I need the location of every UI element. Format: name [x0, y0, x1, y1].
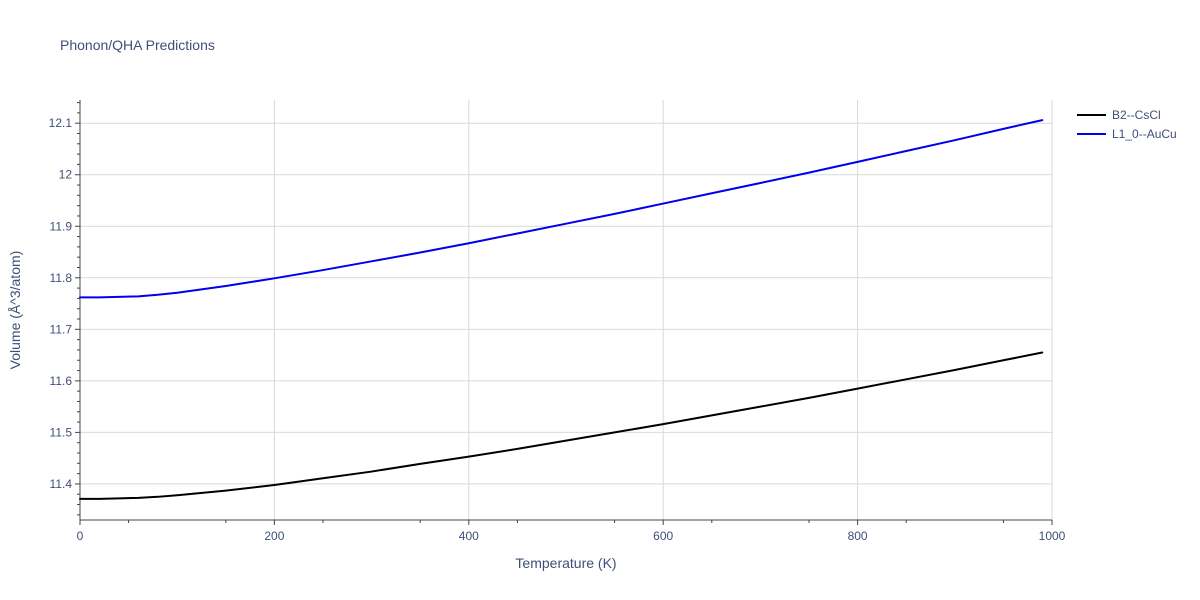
legend-item-b2-cscl[interactable]: B2--CsCl	[1077, 108, 1161, 122]
series-line-l1-0-aucu[interactable]	[79, 119, 1044, 299]
x-tick-label: 200	[264, 529, 284, 543]
y-tick-label: 11.5	[50, 425, 73, 439]
y-tick-label: 11.6	[50, 374, 73, 388]
tick-labels: 0 200 400 600 800 1000 11.4 11.5 11.6 11.7 11.8 11.…	[49, 116, 1066, 543]
legend-label-l1-0-aucu: L1_0--AuCu	[1112, 127, 1177, 141]
series-line-b2-cscl[interactable]	[79, 351, 1044, 500]
legend-item-l1-0-aucu[interactable]: L1_0--AuCu	[1077, 127, 1177, 141]
y-tick-label: 12.1	[49, 116, 73, 130]
y-tick-label: 11.7	[50, 322, 73, 336]
x-tick-label: 800	[848, 529, 868, 543]
axes	[75, 100, 1053, 525]
x-tick-label: 600	[653, 529, 673, 543]
y-tick-label: 11.4	[50, 477, 73, 491]
legend-label-b2-cscl: B2--CsCl	[1112, 108, 1161, 122]
legend[interactable]: B2--CsCl L1_0--AuCu	[1077, 108, 1177, 141]
y-tick-label: 11.9	[50, 219, 73, 233]
y-tick-label: 11.8	[50, 271, 73, 285]
x-tick-label: 0	[77, 529, 84, 543]
series-lines	[79, 119, 1044, 500]
x-tick-label: 1000	[1039, 529, 1066, 543]
y-axis-title: Volume (Å^3/atom)	[7, 251, 23, 370]
x-axis-title: Temperature (K)	[515, 555, 616, 571]
y-tick-label: 12	[59, 168, 73, 182]
chart-title: Phonon/QHA Predictions	[60, 37, 215, 53]
x-tick-label: 400	[459, 529, 479, 543]
grid-lines	[80, 100, 1053, 520]
